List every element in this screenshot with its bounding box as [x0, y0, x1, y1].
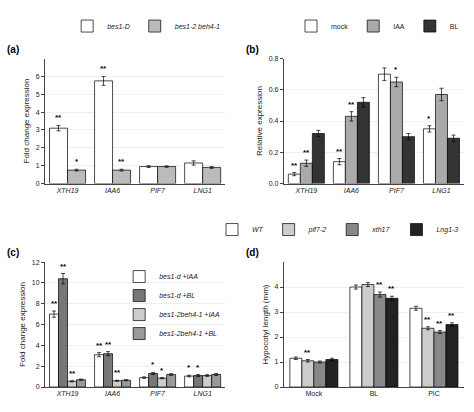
svg-text:Mock: Mock	[305, 390, 322, 397]
svg-text:bes1-d +BL: bes1-d +BL	[159, 292, 195, 299]
svg-text:**: **	[96, 341, 103, 350]
svg-text:6: 6	[36, 73, 40, 80]
svg-text:**: **	[388, 284, 395, 293]
svg-text:*: *	[160, 366, 164, 375]
svg-text:PIC: PIC	[428, 390, 440, 397]
svg-text:**: **	[114, 368, 121, 377]
svg-text:1: 1	[275, 358, 279, 365]
svg-text:*: *	[394, 65, 398, 74]
svg-text:**: **	[51, 299, 58, 308]
svg-text:Relative expression: Relative expression	[255, 86, 264, 156]
svg-text:(b): (b)	[246, 44, 259, 55]
svg-text:4: 4	[275, 283, 279, 290]
svg-text:0.6: 0.6	[269, 86, 279, 93]
svg-text:bes1-2beh4-1 +IAA: bes1-2beh4-1 +IAA	[159, 311, 220, 318]
svg-text:Lng1-3: Lng1-3	[436, 226, 458, 234]
svg-text:12: 12	[32, 259, 40, 266]
svg-text:XTH19: XTH19	[294, 187, 317, 194]
svg-text:0.4: 0.4	[269, 117, 279, 124]
svg-text:LNG1: LNG1	[194, 390, 212, 397]
svg-text:WT: WT	[252, 226, 264, 233]
svg-text:**: **	[336, 147, 343, 156]
svg-text:PIF7: PIF7	[389, 187, 405, 194]
svg-text:XTH19: XTH19	[56, 390, 79, 397]
svg-text:XTH19: XTH19	[56, 187, 79, 194]
svg-text:**: **	[424, 315, 431, 324]
svg-text:8: 8	[36, 300, 40, 307]
svg-text:2: 2	[36, 363, 40, 370]
svg-text:**: **	[303, 148, 310, 157]
svg-text:*: *	[187, 363, 191, 372]
svg-text:bes1-D: bes1-D	[107, 23, 130, 30]
svg-text:3: 3	[275, 308, 279, 315]
svg-text:Fold change expression: Fold change expression	[22, 79, 31, 164]
svg-text:3: 3	[36, 126, 40, 133]
svg-text:2: 2	[275, 333, 279, 340]
svg-text:**: **	[55, 113, 62, 122]
svg-text:**: **	[100, 64, 107, 73]
svg-text:BL: BL	[370, 390, 379, 397]
svg-text:*: *	[151, 360, 155, 369]
svg-text:PIF7: PIF7	[150, 390, 166, 397]
svg-text:**: **	[69, 369, 76, 378]
svg-text:LNG1: LNG1	[432, 187, 450, 194]
svg-text:**: **	[291, 161, 298, 170]
svg-text:10: 10	[32, 279, 40, 286]
svg-text:1: 1	[36, 162, 40, 169]
svg-text:bes1-2beh4-1 +BL: bes1-2beh4-1 +BL	[159, 330, 217, 337]
svg-text:pif7-2: pif7-2	[308, 226, 327, 234]
svg-text:**: **	[118, 157, 125, 166]
svg-text:*: *	[427, 114, 431, 123]
svg-text:BL: BL	[450, 23, 459, 30]
svg-text:bes1-d +IAA: bes1-d +IAA	[159, 273, 198, 280]
svg-text:IAA: IAA	[393, 23, 405, 30]
svg-text:IAA6: IAA6	[344, 187, 359, 194]
svg-text:Fold change expression: Fold change expression	[19, 282, 28, 367]
svg-text:PIF7: PIF7	[150, 187, 166, 194]
svg-text:**: **	[376, 280, 383, 289]
svg-text:4: 4	[36, 342, 40, 349]
svg-text:0: 0	[275, 383, 279, 390]
svg-text:**: **	[448, 311, 455, 320]
svg-text:(a): (a)	[7, 44, 19, 55]
svg-text:0: 0	[36, 383, 40, 390]
svg-text:0.8: 0.8	[269, 55, 279, 62]
svg-text:2: 2	[36, 144, 40, 151]
svg-text:**: **	[105, 340, 112, 349]
svg-text:6: 6	[36, 321, 40, 328]
svg-text:IAA6: IAA6	[105, 390, 120, 397]
svg-text:Hypocotyl length (mm): Hypocotyl length (mm)	[261, 284, 270, 364]
svg-text:LNG1: LNG1	[194, 187, 212, 194]
svg-text:bes1-2 beh4-1: bes1-2 beh4-1	[175, 23, 220, 30]
svg-text:4: 4	[36, 109, 40, 116]
svg-text:**: **	[436, 319, 443, 328]
svg-text:0: 0	[36, 180, 40, 187]
svg-text:xth17: xth17	[371, 226, 390, 233]
svg-text:0.0: 0.0	[269, 180, 279, 187]
svg-text:IAA6: IAA6	[105, 187, 120, 194]
svg-text:(c): (c)	[7, 247, 19, 258]
svg-text:5: 5	[36, 91, 40, 98]
svg-text:**: **	[348, 100, 355, 109]
svg-text:*: *	[196, 363, 200, 372]
svg-text:*: *	[75, 157, 79, 166]
svg-text:**: **	[60, 262, 67, 271]
svg-text:**: **	[304, 348, 311, 357]
svg-text:0.2: 0.2	[269, 149, 279, 156]
svg-text:mock: mock	[331, 23, 348, 30]
svg-text:(d): (d)	[246, 247, 259, 258]
